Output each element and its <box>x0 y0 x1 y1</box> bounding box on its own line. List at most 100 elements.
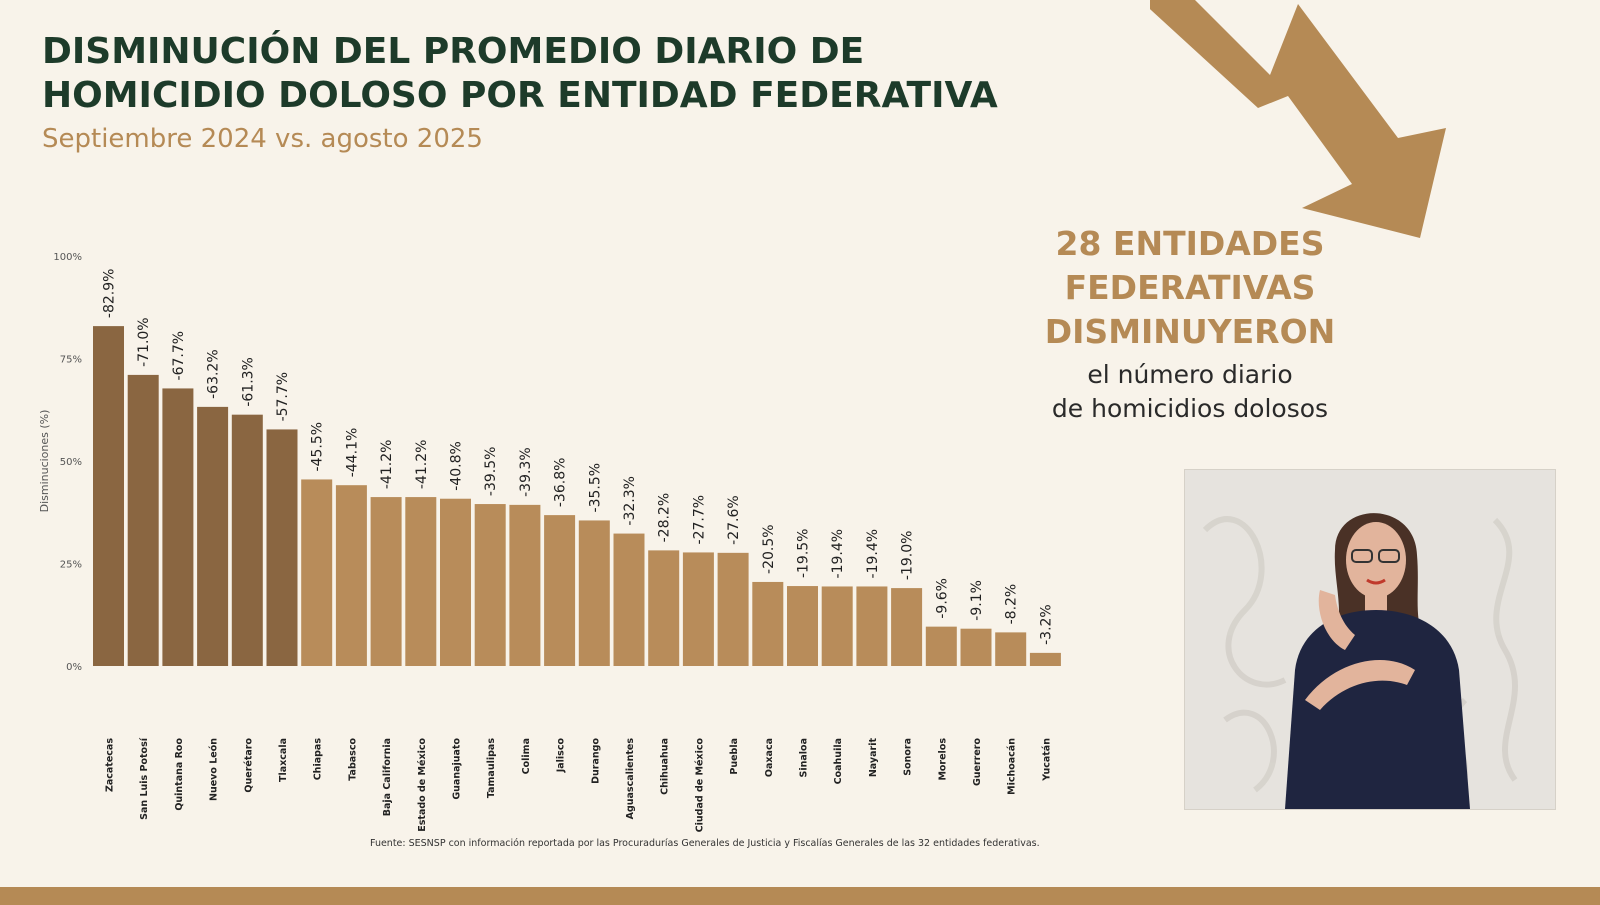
x-tick-label: Guerrero <box>972 738 983 787</box>
data-label: -41.2% <box>379 440 395 490</box>
x-tick-label: Durango <box>590 738 601 784</box>
bar-23 <box>891 588 923 666</box>
x-tick-label: Guanajuato <box>452 738 463 800</box>
x-tick-label: Aguascalientes <box>625 738 636 820</box>
data-label: -44.1% <box>344 428 360 478</box>
x-tick-label: Querétaro <box>243 738 254 793</box>
x-tick-label: San Luis Potosí <box>139 737 150 820</box>
x-tick-label: Jalisco <box>556 738 567 774</box>
data-label: -67.7% <box>171 331 187 381</box>
sign-language-interpreter <box>1184 469 1556 810</box>
bar-2 <box>162 388 194 666</box>
page-title: DISMINUCIÓN DEL PROMEDIO DIARIO DE HOMIC… <box>42 30 998 118</box>
data-label: -35.5% <box>587 463 603 513</box>
data-label: -39.3% <box>518 447 534 497</box>
callout-line-2: FEDERATIVAS <box>1064 268 1316 307</box>
data-label: -57.7% <box>275 372 291 422</box>
x-tick-label: Chihuahua <box>660 738 671 795</box>
bar-27 <box>1029 652 1061 666</box>
data-label: -40.8% <box>449 441 465 491</box>
data-label: -19.5% <box>796 529 812 579</box>
bar-chart: 100% 75% 50% 25% 0% Disminuciones (%) -82.9% Za… <box>38 252 1061 833</box>
data-label: -9.1% <box>969 580 985 621</box>
title-line-2: HOMICIDIO DOLOSO POR ENTIDAD FEDERATIVA <box>42 75 998 116</box>
x-tick-label: Oaxaca <box>764 738 775 777</box>
data-label: -28.2% <box>657 493 673 543</box>
bar-5 <box>266 429 298 666</box>
title-line-1: DISMINUCIÓN DEL PROMEDIO DIARIO DE <box>42 31 865 72</box>
bar-1 <box>127 374 159 666</box>
x-tick-label: Ciudad de México <box>694 738 705 833</box>
bar-12 <box>509 504 541 666</box>
x-tick-label: Colima <box>521 738 532 774</box>
bar-21 <box>821 586 853 666</box>
bar-7 <box>335 485 367 666</box>
page-subtitle: Septiembre 2024 vs. agosto 2025 <box>42 124 483 154</box>
callout-line-3: DISMINUYERON <box>1044 312 1336 351</box>
x-tick-label: Zacatecas <box>105 738 116 792</box>
data-label: -3.2% <box>1038 604 1054 645</box>
x-tick-label: Morelos <box>937 738 948 781</box>
x-tick-label: Chiapas <box>313 738 324 781</box>
callout-line-1: 28 ENTIDADES <box>1055 224 1325 263</box>
bar-22 <box>856 586 888 666</box>
x-tick-label: Sinaloa <box>799 738 810 777</box>
data-label: -71.0% <box>136 317 152 367</box>
x-tick-label: Quintana Roo <box>174 738 185 811</box>
bar-6 <box>301 479 333 666</box>
x-tick-label: Sonora <box>903 738 914 776</box>
x-tick-label: Estado de México <box>417 738 428 832</box>
data-label: -36.8% <box>553 458 569 508</box>
x-tick-label: Michoacán <box>1007 738 1018 795</box>
bar-8 <box>370 497 402 666</box>
bar-0 <box>93 326 124 666</box>
data-label: -19.4% <box>830 529 846 579</box>
footer-band <box>0 887 1600 905</box>
x-tick-label: Baja California <box>382 738 393 816</box>
bar-24 <box>925 626 957 666</box>
data-label: -61.3% <box>240 357 256 407</box>
data-label: -32.3% <box>622 476 638 526</box>
callout-line-5: de homicidios dolosos <box>1051 394 1329 423</box>
bar-17 <box>682 552 714 666</box>
callout: 28 ENTIDADES FEDERATIVAS DISMINUYERON el… <box>1010 222 1370 426</box>
data-label: -63.2% <box>206 349 222 399</box>
x-tick-label: Nayarit <box>868 738 879 778</box>
bar-3 <box>197 406 229 666</box>
x-tick-label: Yucatán <box>1041 738 1052 782</box>
data-label: -39.5% <box>483 447 499 497</box>
data-label: -20.5% <box>761 524 777 574</box>
source-note: Fuente: SESNSP con información reportada… <box>370 838 1040 849</box>
data-label: -41.2% <box>414 440 430 490</box>
data-label: -9.6% <box>934 578 950 619</box>
interpreter-figure-icon <box>1185 470 1555 809</box>
x-tick-label: Coahuila <box>833 738 844 784</box>
data-label: -27.6% <box>726 495 742 545</box>
bar-26 <box>995 632 1027 666</box>
data-label: -45.5% <box>310 422 326 472</box>
bar-18 <box>717 552 749 666</box>
y-tick-label: 50% <box>60 457 82 468</box>
bar-25 <box>960 628 992 666</box>
bar-4 <box>231 414 263 666</box>
bar-13 <box>544 515 576 666</box>
down-trend-arrow-icon <box>1150 0 1446 238</box>
y-axis-label: Disminuciones (%) <box>38 410 51 513</box>
x-tick-label: Puebla <box>729 738 740 775</box>
callout-line-4: el número diario <box>1087 360 1293 389</box>
x-tick-label: Nuevo León <box>209 738 220 801</box>
bar-15 <box>613 533 645 666</box>
y-tick-label: 75% <box>60 355 82 366</box>
bar-14 <box>578 520 610 666</box>
bar-9 <box>405 497 437 666</box>
y-tick-label: 100% <box>53 252 82 263</box>
bar-10 <box>440 498 471 666</box>
data-label: -27.7% <box>691 495 707 545</box>
bar-20 <box>787 586 818 666</box>
y-tick-label: 0% <box>66 662 82 673</box>
x-tick-label: Tamaulipas <box>486 738 497 798</box>
y-tick-label: 25% <box>60 560 82 571</box>
x-tick-label: Tlaxcala <box>278 738 289 782</box>
bar-11 <box>474 504 506 666</box>
data-label: -82.9% <box>102 269 118 319</box>
